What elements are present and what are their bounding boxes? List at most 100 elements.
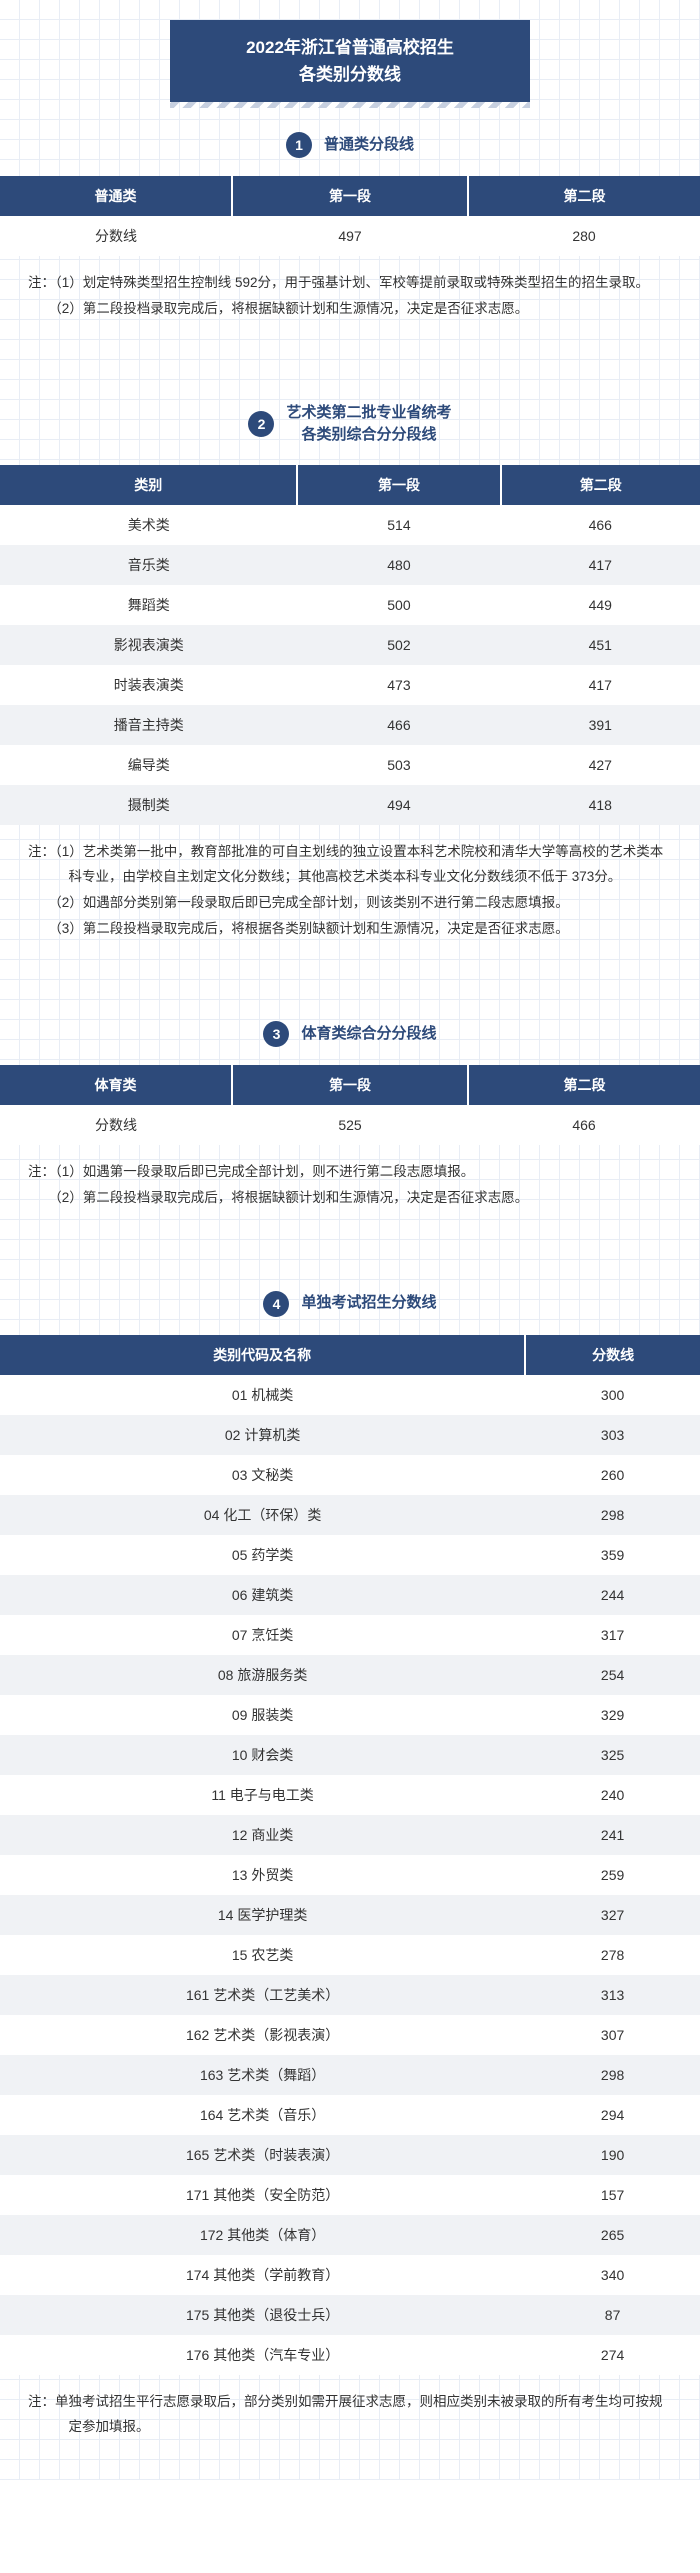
section-1-number: 1 (286, 132, 312, 158)
column-header: 第二段 (468, 176, 700, 216)
page: 2022年浙江省普通高校招生 各类别分数线 1 普通类分段线 普通类第一段第二段… (0, 0, 700, 2480)
table-4-body: 01 机械类30002 计算机类30303 文秘类26004 化工（环保）类29… (0, 1375, 700, 2375)
column-header: 第一段 (232, 176, 468, 216)
section-2-title-l2: 各类别综合分分段线 (286, 424, 451, 447)
section-4-title: 单独考试招生分数线 (301, 1292, 436, 1315)
table-3-header-row: 体育类第一段第二段 (0, 1065, 700, 1105)
table-row: 音乐类480417 (0, 545, 700, 585)
table-row: 162 艺术类（影视表演）307 (0, 2015, 700, 2055)
section-3-number: 3 (263, 1021, 289, 1047)
table-cell: 163 艺术类（舞蹈） (0, 2055, 525, 2095)
table-row: 分数线497280 (0, 216, 700, 256)
table-row: 171 其他类（安全防范）157 (0, 2175, 700, 2215)
table-cell: 175 其他类（退役士兵） (0, 2295, 525, 2335)
column-header: 类别 (0, 465, 297, 505)
table-cell: 171 其他类（安全防范） (0, 2175, 525, 2215)
table-row: 摄制类494418 (0, 785, 700, 825)
table-row: 舞蹈类500449 (0, 585, 700, 625)
table-cell: 417 (501, 665, 700, 705)
table-cell: 449 (501, 585, 700, 625)
table-cell: 473 (297, 665, 500, 705)
title-line2: 各类别分数线 (180, 61, 520, 88)
table-row: 174 其他类（学前教育）340 (0, 2255, 700, 2295)
note-line: 注：（1）划定特殊类型招生控制线 592分，用于强基计划、军校等提前录取或特殊类… (28, 270, 672, 296)
table-cell: 影视表演类 (0, 625, 297, 665)
table-cell: 244 (525, 1575, 700, 1615)
table-row: 08 旅游服务类254 (0, 1655, 700, 1695)
table-cell: 265 (525, 2215, 700, 2255)
note-line: （3）第二段投档录取完成后，将根据各类别缺额计划和生源情况，决定是否征求志愿。 (28, 916, 672, 942)
table-cell: 451 (501, 625, 700, 665)
column-header: 体育类 (0, 1065, 232, 1105)
table-cell: 497 (232, 216, 468, 256)
table-cell: 298 (525, 1495, 700, 1535)
main-title: 2022年浙江省普通高校招生 各类别分数线 (170, 20, 530, 102)
table-cell: 分数线 (0, 216, 232, 256)
column-header: 第一段 (297, 465, 500, 505)
table-cell: 294 (525, 2095, 700, 2135)
table-cell: 274 (525, 2335, 700, 2375)
table-cell: 466 (501, 505, 700, 545)
table-cell: 161 艺术类（工艺美术） (0, 1975, 525, 2015)
table-cell: 172 其他类（体育） (0, 2215, 525, 2255)
table-cell: 313 (525, 1975, 700, 2015)
table-row: 01 机械类300 (0, 1375, 700, 1415)
table-cell: 分数线 (0, 1105, 232, 1145)
table-cell: 编导类 (0, 745, 297, 785)
table-row: 175 其他类（退役士兵）87 (0, 2295, 700, 2335)
table-cell: 190 (525, 2135, 700, 2175)
table-cell: 307 (525, 2015, 700, 2055)
section-4-number: 4 (263, 1291, 289, 1317)
table-row: 12 商业类241 (0, 1815, 700, 1855)
table-cell: 298 (525, 2055, 700, 2095)
table-row: 分数线525466 (0, 1105, 700, 1145)
table-cell: 525 (232, 1105, 468, 1145)
table-3-body: 分数线525466 (0, 1105, 700, 1145)
column-header: 第二段 (501, 465, 700, 505)
table-cell: 300 (525, 1375, 700, 1415)
notes-2: 注：（1）艺术类第一批中，教育部批准的可自主划线的独立设置本科艺术院校和清华大学… (0, 825, 700, 952)
section-4-head: 4 单独考试招生分数线 (0, 1291, 700, 1317)
table-cell: 480 (297, 545, 500, 585)
section-3-title: 体育类综合分分段线 (301, 1023, 436, 1046)
table-row: 05 药学类359 (0, 1535, 700, 1575)
table-cell: 240 (525, 1775, 700, 1815)
table-cell: 340 (525, 2255, 700, 2295)
table-cell: 05 药学类 (0, 1535, 525, 1575)
notes-3: 注：（1）如遇第一段录取后即已完成全部计划，则不进行第二段志愿填报。 （2）第二… (0, 1145, 700, 1220)
table-cell: 327 (525, 1895, 700, 1935)
table-cell: 时装表演类 (0, 665, 297, 705)
table-cell: 500 (297, 585, 500, 625)
table-cell: 舞蹈类 (0, 585, 297, 625)
table-cell: 494 (297, 785, 500, 825)
table-cell: 418 (501, 785, 700, 825)
table-2-header-row: 类别第一段第二段 (0, 465, 700, 505)
table-cell: 278 (525, 1935, 700, 1975)
table-cell: 09 服装类 (0, 1695, 525, 1735)
table-row: 163 艺术类（舞蹈）298 (0, 2055, 700, 2095)
notes-1: 注：（1）划定特殊类型招生控制线 592分，用于强基计划、军校等提前录取或特殊类… (0, 256, 700, 331)
table-row: 161 艺术类（工艺美术）313 (0, 1975, 700, 2015)
table-cell: 325 (525, 1735, 700, 1775)
table-cell: 176 其他类（汽车专业） (0, 2335, 525, 2375)
table-cell: 359 (525, 1535, 700, 1575)
table-cell: 13 外贸类 (0, 1855, 525, 1895)
table-cell: 303 (525, 1415, 700, 1455)
table-row: 04 化工（环保）类298 (0, 1495, 700, 1535)
notes-4: 注：单独考试招生平行志愿录取后，部分类别如需开展征求志愿，则相应类别未被录取的所… (0, 2375, 700, 2450)
note-line: （2）如遇部分类别第一段录取后即已完成全部计划，则该类别不进行第二段志愿填报。 (28, 890, 672, 916)
table-cell: 美术类 (0, 505, 297, 545)
table-row: 07 烹饪类317 (0, 1615, 700, 1655)
section-1-head: 1 普通类分段线 (0, 132, 700, 158)
section-1-title: 普通类分段线 (324, 134, 414, 157)
table-row: 02 计算机类303 (0, 1415, 700, 1455)
table-4-header-row: 类别代码及名称分数线 (0, 1335, 700, 1375)
note-line: （2）第二段投档录取完成后，将根据缺额计划和生源情况，决定是否征求志愿。 (28, 296, 672, 322)
table-cell: 04 化工（环保）类 (0, 1495, 525, 1535)
table-cell: 427 (501, 745, 700, 785)
table-3: 体育类第一段第二段 分数线525466 (0, 1065, 700, 1145)
table-row: 03 文秘类260 (0, 1455, 700, 1495)
table-cell: 164 艺术类（音乐） (0, 2095, 525, 2135)
table-cell: 14 医学护理类 (0, 1895, 525, 1935)
table-cell: 07 烹饪类 (0, 1615, 525, 1655)
